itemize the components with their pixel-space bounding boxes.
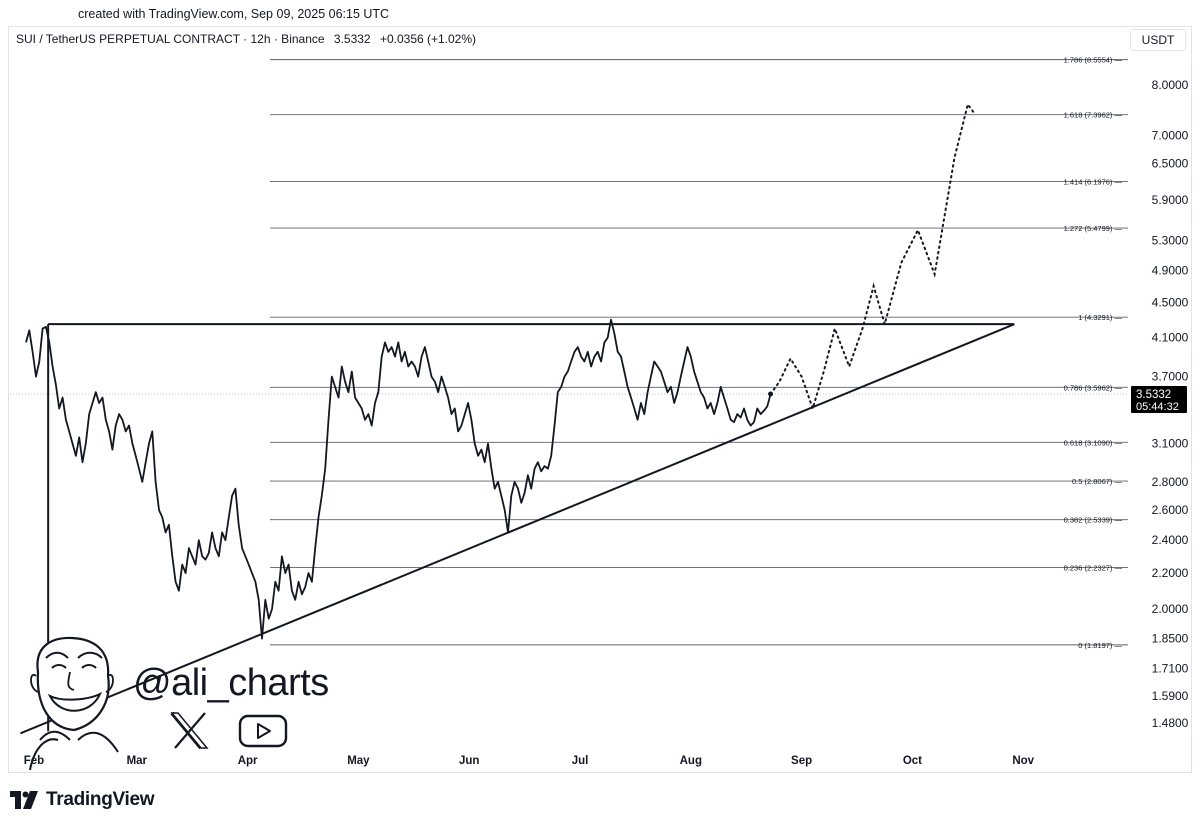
y-tick-label: 2.6000 [1152, 503, 1189, 517]
x-tick-label-may: May [347, 755, 370, 767]
price-series-line[interactable] [25, 318, 772, 640]
y-tick-label: 1.7100 [1152, 661, 1189, 675]
y-tick-label: 3.7000 [1152, 370, 1189, 384]
avatar-eyes [51, 664, 97, 669]
x-tick-label-mar: Mar [127, 755, 148, 767]
fib-level-label: 1.786 (8.5554) — [1064, 56, 1123, 65]
fib-level-label: 0.382 (2.5339) — [1064, 516, 1123, 525]
last-price: 3.5332 [333, 32, 371, 46]
current-price-box [1131, 385, 1187, 413]
created-with-text: created with TradingView.com, Sep 09, 20… [78, 7, 390, 21]
last-price-dot [768, 391, 774, 397]
x-tick-label-nov: Nov [1012, 755, 1034, 767]
y-tick-label: 1.4800 [1152, 716, 1189, 730]
price-change: +0.0356 (+1.02%) [379, 32, 477, 46]
chart-frame [8, 26, 1192, 773]
bar-countdown: 05:44:32 [1136, 401, 1179, 413]
avatar-head [36, 636, 110, 732]
fib-level-label: 1 (4.3291) — [1078, 313, 1122, 322]
y-tick-label: 2.0000 [1152, 602, 1189, 616]
x-tick-label-feb: Feb [24, 755, 44, 767]
tradingview-logo-icon [10, 791, 38, 809]
y-tick-label: 7.0000 [1152, 128, 1189, 142]
fib-level-label: 0.786 (3.5962) — [1064, 383, 1123, 392]
current-price-value: 3.5332 [1136, 389, 1171, 401]
x-logo-icon[interactable] [170, 711, 209, 750]
triangle-support-line[interactable] [20, 323, 1015, 735]
avatar-brows [45, 651, 103, 659]
y-tick-label: 2.2000 [1152, 566, 1189, 580]
avatar-nose [67, 671, 75, 691]
avatar-shoulders [29, 730, 119, 771]
avatar-ears [30, 673, 114, 693]
fib-level-label: 1.272 (5.4799) — [1064, 224, 1123, 233]
y-tick-label: 5.9000 [1152, 193, 1189, 207]
fib-level-label: 0 (1.8197) — [1078, 641, 1122, 650]
x-tick-label-apr: Apr [238, 755, 258, 767]
fib-level-label: 0.618 (3.1090) — [1064, 438, 1123, 447]
currency-button[interactable]: USDT [1130, 29, 1186, 51]
x-tick-label-aug: Aug [680, 755, 702, 767]
symbol-header: SUI / TetherUS PERPETUAL CONTRACT · 12h … [16, 32, 482, 46]
symbol-name[interactable]: SUI / TetherUS PERPETUAL CONTRACT · 12h … [16, 32, 325, 46]
projection-path [769, 102, 975, 412]
y-tick-label: 4.1000 [1152, 331, 1189, 345]
watermark-handle: @ali_charts [133, 662, 329, 704]
fib-level-label: 1.414 (6.1976) — [1064, 178, 1123, 187]
y-tick-label: 5.3000 [1152, 234, 1189, 248]
footer-brand: TradingView [46, 789, 155, 810]
avatar-caricature-icon [29, 636, 119, 771]
y-tick-label: 3.1000 [1152, 436, 1189, 450]
y-tick-label: 2.8000 [1152, 475, 1189, 489]
x-logo-stroke [174, 712, 206, 749]
avatar-mouth [47, 691, 103, 712]
y-tick-label: 6.5000 [1152, 157, 1189, 171]
x-tick-label-sep: Sep [791, 755, 812, 767]
youtube-play-icon [257, 723, 271, 739]
fib-level-label: 0.236 (2.2327) — [1064, 564, 1123, 573]
y-tick-label: 4.5000 [1152, 296, 1189, 310]
tradingview-logo[interactable]: TradingView [10, 789, 155, 811]
x-tick-label-oct: Oct [903, 755, 922, 767]
y-tick-label: 4.9000 [1152, 263, 1189, 277]
y-tick-label: 8.0000 [1152, 78, 1189, 92]
fib-level-label: 0.5 (2.8067) — [1072, 477, 1123, 486]
x-tick-label-jun: Jun [459, 755, 479, 767]
y-tick-label: 1.8500 [1152, 632, 1189, 646]
x-tick-label-jul: Jul [572, 755, 589, 767]
fib-level-label: 1.618 (7.3962) — [1064, 111, 1123, 120]
y-tick-label: 2.4000 [1152, 533, 1189, 547]
y-tick-label: 1.5900 [1152, 689, 1189, 703]
